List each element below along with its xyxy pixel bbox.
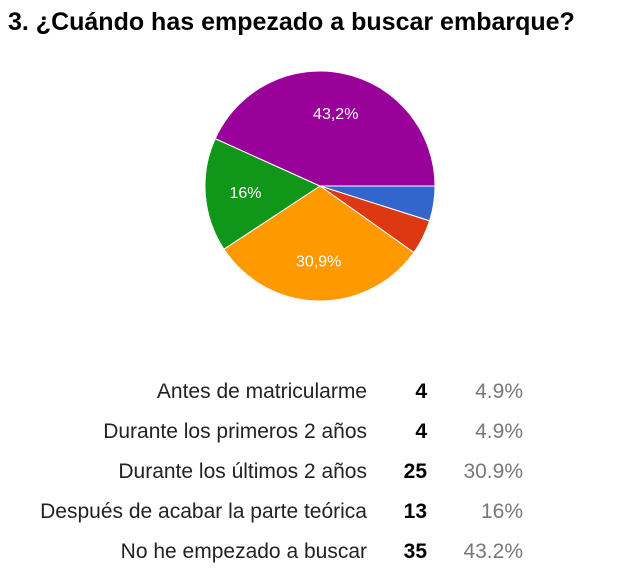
legend-label: Después de acabar la parte teórica [40,500,367,523]
legend-percent: 4.9% [475,380,523,403]
legend-percent: 16% [480,500,523,523]
legend-row-antes: Antes de matricularme 4 4.9% [0,380,623,410]
legend-count: 13 [403,500,427,523]
legend-count: 4 [415,380,427,403]
legend-row-ultimos: Durante los últimos 2 años 25 30.9% [0,460,623,490]
legend-count: 35 [403,540,427,563]
pie-slice-no-empezado [214,70,436,187]
legend-percent: 4.9% [475,420,523,443]
legend-label: No he empezado a buscar [120,540,367,563]
legend-count: 4 [415,420,427,443]
legend-row-primeros: Durante los primeros 2 años 4 4.9% [0,420,623,450]
pie-slice-label-despues: 16% [229,185,261,202]
pie-slice-despues [204,137,322,250]
legend-row-no-empezado: No he empezado a buscar 35 43.2% [0,540,623,570]
pie-chart: 30,9% 16% 43,2% [204,70,436,302]
legend-row-despues: Después de acabar la parte teórica 13 16… [0,500,623,530]
chart-title: 3. ¿Cuándo has empezado a buscar embarqu… [8,8,575,36]
pie-slice-label-no-empezado: 43,2% [313,106,358,123]
legend-label: Antes de matricularme [156,380,367,403]
pie-slice-ultimos [223,185,415,302]
legend-label: Durante los primeros 2 años [103,420,367,443]
legend-percent: 30.9% [463,460,523,483]
pie-slice-label-ultimos: 30,9% [296,254,341,271]
legend-percent: 43.2% [463,540,523,563]
legend-label: Durante los últimos 2 años [118,460,367,483]
legend-count: 25 [403,460,427,483]
